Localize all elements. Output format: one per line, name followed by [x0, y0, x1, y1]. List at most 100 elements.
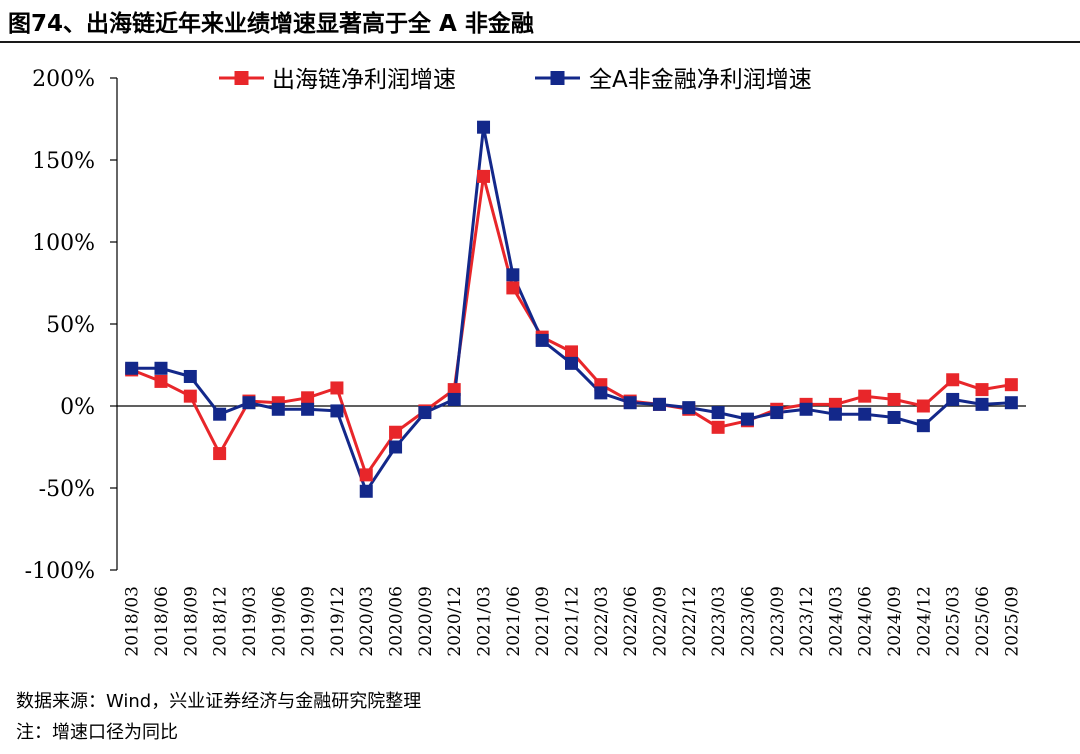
x-tick-label: 2025/09	[1002, 586, 1022, 657]
series-1-point	[154, 374, 168, 388]
x-tick-label: 2021/06	[504, 586, 524, 657]
x-tick-label: 2020/06	[387, 586, 407, 657]
series-1-point	[887, 392, 901, 406]
source-note: 数据来源：Wind，兴业证券经济与金融研究院整理	[16, 691, 422, 712]
series-1-point	[359, 468, 373, 482]
series-1-point	[946, 373, 960, 387]
series-1-point	[506, 281, 520, 295]
x-tick-label: 2018/09	[181, 586, 201, 657]
x-tick-label: 2023/12	[797, 586, 817, 657]
series-2-point	[535, 333, 549, 347]
series-2-point	[447, 392, 461, 406]
series-2-point	[301, 402, 315, 416]
series-2-point	[594, 386, 608, 400]
series-1-point	[828, 397, 842, 411]
line-chart: 200% 150% 100% 50% 0% -50% -100% 2018/03 2018/06…	[25, 67, 1026, 657]
series-2-point	[565, 356, 578, 370]
x-tick-label: 2018/03	[123, 586, 143, 657]
x-tick-label: 2022/06	[621, 586, 641, 657]
title-divider	[0, 41, 1080, 43]
series-2-point	[330, 404, 344, 418]
series-2-point	[418, 406, 432, 420]
series-2-point	[623, 396, 637, 410]
legend-label-1: 出海链净利润增速	[272, 67, 456, 93]
page-title: 图74、出海链近年来业绩增速显著高于全 A 非金融	[8, 11, 534, 37]
x-tick-label: 2020/12	[445, 586, 465, 657]
x-tick-label: 2023/06	[738, 586, 758, 657]
series-1-point	[447, 383, 461, 397]
y-tick-label: 0%	[60, 395, 95, 420]
series-1-point	[477, 169, 491, 183]
legend-marker-1	[234, 71, 249, 85]
x-tick-label: 2023/03	[709, 586, 729, 657]
series-1-point	[1004, 378, 1018, 392]
series-1-point	[565, 345, 578, 359]
x-tick-label: 2022/03	[592, 586, 612, 657]
x-tick-label: 2025/06	[973, 586, 993, 657]
x-tick-label: 2019/03	[240, 586, 260, 657]
y-tick-label: -50%	[39, 477, 95, 502]
series-2-point	[946, 392, 960, 406]
series-1-point	[916, 399, 930, 413]
y-tick-label: 100%	[32, 231, 95, 256]
series-1-point	[711, 420, 725, 434]
legend-label-2: 全A非金融净利润增速	[589, 67, 812, 93]
series-2-point	[799, 402, 813, 416]
x-tick-label: 2018/12	[211, 586, 231, 657]
series-2-point	[506, 268, 520, 282]
x-tick-label: 2024/09	[885, 586, 905, 657]
series-2-point	[770, 406, 784, 420]
chart-legend: 出海链净利润增速 全A非金融净利润增速	[219, 67, 812, 93]
x-tick-label: 2020/09	[416, 586, 436, 657]
series-1-point	[183, 389, 197, 403]
x-tick-label: 2022/09	[650, 586, 670, 657]
series-2-point	[389, 440, 403, 454]
x-tick-label: 2024/06	[856, 586, 876, 657]
series-2-point	[125, 361, 139, 375]
series-2-point	[828, 407, 842, 421]
x-tick-label: 2021/09	[533, 586, 553, 657]
y-tick-label: 200%	[32, 67, 95, 92]
series-1-point	[858, 389, 872, 403]
x-tick-label: 2019/09	[299, 586, 319, 657]
chart-axes: 200% 150% 100% 50% 0% -50% -100% 2018/03 2018/06…	[25, 67, 1026, 657]
series-2-point	[711, 406, 725, 420]
series-2-point	[477, 120, 491, 134]
chart-footer: 数据来源：Wind，兴业证券经济与金融研究院整理 注：增速口径为同比	[16, 686, 421, 748]
series-1-point	[330, 381, 344, 395]
series-2-point	[183, 369, 197, 383]
x-tick-label: 2021/12	[563, 586, 583, 657]
x-tick-label: 2019/12	[328, 586, 348, 657]
series-2-point	[740, 412, 754, 426]
y-tick-label: 150%	[32, 149, 95, 174]
x-tick-label: 2023/09	[768, 586, 788, 657]
legend-marker-2	[550, 71, 565, 85]
chart-lines	[125, 120, 1018, 498]
y-tick-label: -100%	[25, 559, 95, 584]
y-tick-label: 50%	[46, 313, 95, 338]
series-2-point	[975, 397, 989, 411]
series-2-point	[271, 402, 285, 416]
series-1-point	[975, 383, 989, 397]
x-tick-label: 2018/06	[152, 586, 172, 657]
series-2-point	[359, 484, 373, 498]
x-tick-label: 2025/03	[944, 586, 964, 657]
series-2-point	[242, 396, 256, 410]
x-tick-label: 2021/03	[475, 586, 495, 657]
series-1-point	[213, 447, 227, 461]
x-tick-label: 2019/06	[269, 586, 289, 657]
x-tick-label: 2024/12	[914, 586, 934, 657]
series-2-point	[213, 407, 227, 421]
caliber-note: 注：增速口径为同比	[16, 722, 178, 743]
x-tick-label: 2020/03	[357, 586, 377, 657]
series-2-point	[887, 410, 901, 424]
series-2-point	[682, 401, 696, 415]
x-tick-label: 2024/03	[826, 586, 846, 657]
series-2-point	[1004, 396, 1018, 410]
series-line-2	[131, 125, 1012, 493]
series-1-point	[301, 391, 315, 405]
x-tick-label: 2022/12	[680, 586, 700, 657]
series-1-point	[389, 425, 403, 439]
series-2-point	[916, 419, 930, 433]
series-2-point	[858, 407, 872, 421]
